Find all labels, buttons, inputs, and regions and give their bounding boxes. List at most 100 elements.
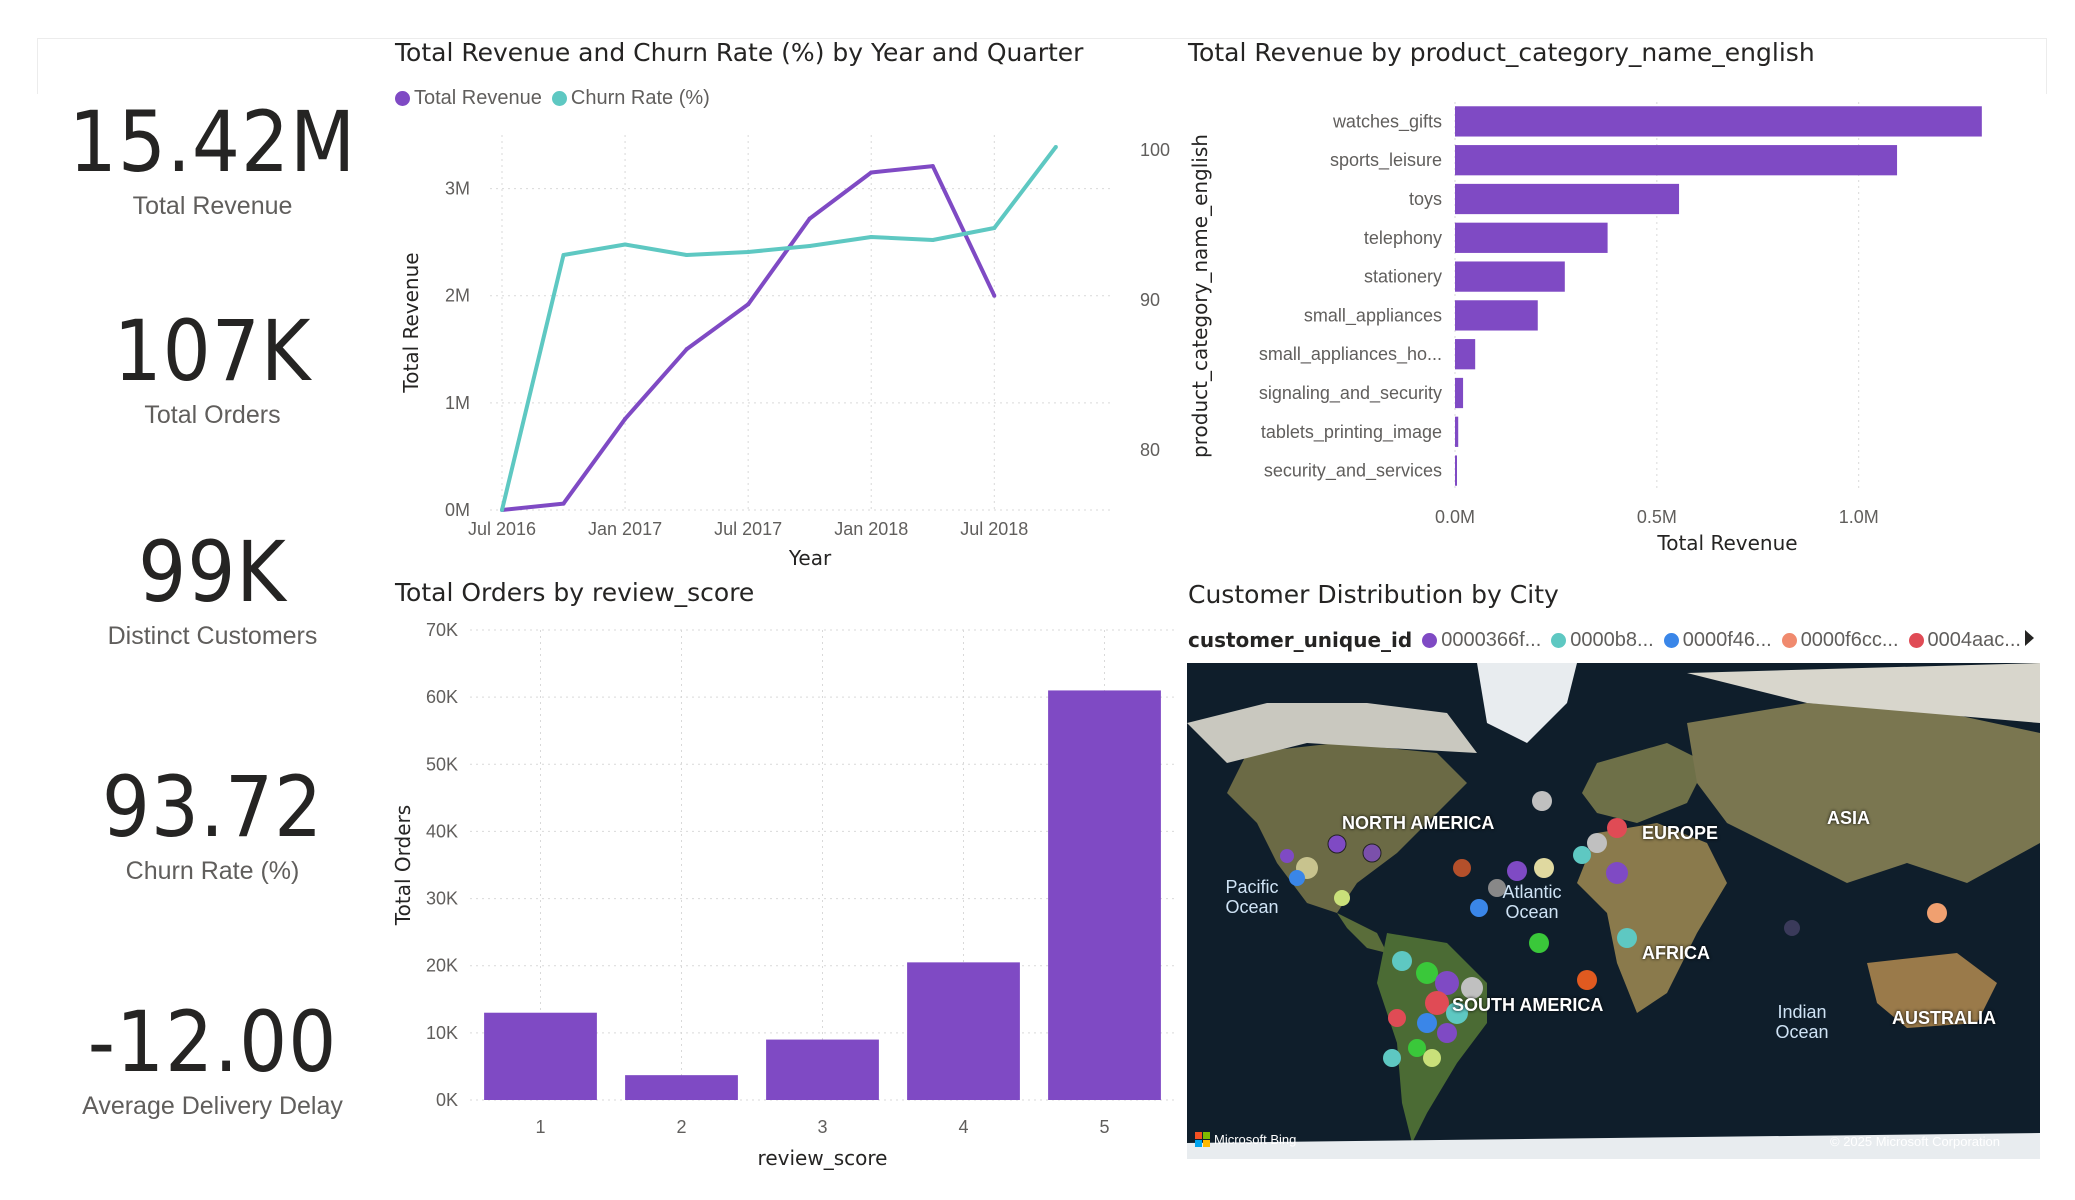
bar[interactable] xyxy=(1455,183,1680,215)
map-point[interactable] xyxy=(1784,920,1800,936)
kpi-average-delivery-delay[interactable]: -12.00 Average Delivery Delay xyxy=(40,1000,385,1121)
map-point[interactable] xyxy=(1417,1013,1437,1033)
map-point[interactable] xyxy=(1470,899,1488,917)
map-label-africa: AFRICA xyxy=(1642,943,1710,963)
y-axis-title: product_category_name_english xyxy=(1188,134,1212,458)
bar[interactable] xyxy=(1455,222,1608,253)
kpi-value: -12.00 xyxy=(87,993,338,1091)
map-legend-item[interactable]: 0000366f... xyxy=(1422,629,1541,652)
bar[interactable] xyxy=(484,1012,597,1100)
bar[interactable] xyxy=(1455,300,1538,331)
map-legend-item[interactable]: 0000f46... xyxy=(1663,628,1772,652)
legend-dot-icon xyxy=(1551,632,1567,648)
map-point[interactable] xyxy=(1362,843,1382,863)
bar[interactable] xyxy=(907,962,1020,1100)
bar[interactable] xyxy=(1455,416,1459,447)
map-point[interactable] xyxy=(1587,833,1607,853)
map-point[interactable] xyxy=(1435,971,1459,995)
map-point[interactable] xyxy=(1607,818,1627,838)
map-point[interactable] xyxy=(1408,1039,1426,1057)
map-point[interactable] xyxy=(1280,849,1294,863)
line-point xyxy=(869,170,874,175)
map-point[interactable] xyxy=(1289,870,1305,886)
kpi-churn-rate[interactable]: 93.72 Churn Rate (%) xyxy=(40,765,385,886)
map-point[interactable] xyxy=(1383,1049,1401,1067)
y-tick-label: 1M xyxy=(445,393,470,413)
map-point[interactable] xyxy=(1392,951,1412,971)
line-point xyxy=(746,302,751,307)
bar[interactable] xyxy=(1455,377,1464,409)
bar-chart-title: Total Revenue by product_category_name_e… xyxy=(1188,38,1815,67)
legend-dot-icon xyxy=(395,91,410,106)
bar[interactable] xyxy=(1455,261,1565,292)
map-point[interactable] xyxy=(1927,903,1947,923)
map-label-south-america: SOUTH AMERICA xyxy=(1452,995,1604,1015)
line-point xyxy=(807,244,812,248)
map-legend-title: customer_unique_id xyxy=(1188,628,1413,652)
x-tick-label: 2 xyxy=(676,1117,686,1137)
map-legend-item[interactable]: 0000b8... xyxy=(1551,628,1654,652)
map-point[interactable] xyxy=(1416,962,1438,984)
x-axis-title: review_score xyxy=(758,1146,888,1170)
y-tick-label: 0K xyxy=(436,1090,458,1110)
map-point[interactable] xyxy=(1617,928,1637,948)
review-score-chart[interactable]: 0K 10K 20K 30K 40K 50K 60K 70K 1 2 3 4 5 review_score… xyxy=(380,610,1180,1170)
bar[interactable] xyxy=(766,1039,879,1100)
bar[interactable] xyxy=(1455,145,1898,176)
map-point[interactable] xyxy=(1423,1049,1441,1067)
map-point[interactable] xyxy=(1453,859,1471,877)
kpi-total-orders[interactable]: 107K Total Orders xyxy=(40,309,385,430)
bing-brand: Microsoft Bing xyxy=(1195,1132,1296,1147)
bar[interactable] xyxy=(1048,690,1161,1100)
map-background xyxy=(1187,663,2040,1159)
map-ocean-pacific: Pacific Ocean xyxy=(1225,877,1279,917)
map-point[interactable] xyxy=(1388,1009,1406,1027)
x-tick-label: 4 xyxy=(958,1117,968,1137)
map-point[interactable] xyxy=(1334,890,1350,906)
legend-label: 0000f46... xyxy=(1682,628,1772,651)
x-axis-title: Total Revenue xyxy=(1656,531,1797,555)
map-point[interactable] xyxy=(1446,1002,1468,1024)
legend-dot-icon xyxy=(1422,632,1438,648)
y-tick-label: 40K xyxy=(426,821,458,841)
legend-item-churn-rate[interactable]: Churn Rate (%) xyxy=(551,87,710,110)
churn-rate-line xyxy=(500,145,1058,511)
legend-item-total-revenue[interactable]: Total Revenue xyxy=(395,87,542,110)
line-chart-title: Total Revenue and Churn Rate (%) by Year… xyxy=(395,38,1084,67)
bar[interactable] xyxy=(1455,106,1982,137)
line-point xyxy=(623,242,628,247)
map-point[interactable] xyxy=(1461,977,1483,999)
kpi-label: Churn Rate (%) xyxy=(125,857,300,885)
map-point[interactable] xyxy=(1488,879,1506,897)
map-legend-item[interactable]: 0004aac... xyxy=(1908,629,2021,652)
map-point[interactable] xyxy=(1573,846,1591,864)
category-label: toys xyxy=(1409,189,1442,209)
map-legend-item[interactable]: 0000f6cc... xyxy=(1781,629,1899,652)
legend-label: 0000b8... xyxy=(1570,628,1654,651)
map-point[interactable] xyxy=(1577,970,1597,990)
map-point[interactable] xyxy=(1534,858,1554,878)
map-point[interactable] xyxy=(1327,834,1347,854)
map-point[interactable] xyxy=(1425,991,1449,1015)
bar[interactable] xyxy=(1455,339,1476,370)
map-points xyxy=(1280,791,1947,1067)
customer-map[interactable]: NORTH AMERICA EUROPE ASIA AFRICA SOUTH A… xyxy=(1187,663,2040,1159)
map-point[interactable] xyxy=(1532,791,1552,811)
y2-tick-label: 100 xyxy=(1140,140,1170,160)
legend-next-arrow-icon[interactable] xyxy=(2025,630,2034,646)
line-point xyxy=(684,347,689,352)
bar[interactable] xyxy=(625,1075,738,1100)
map-point[interactable] xyxy=(1437,1023,1457,1043)
bar[interactable] xyxy=(1455,455,1457,486)
kpi-total-revenue[interactable]: 15.42M Total Revenue xyxy=(40,100,385,221)
category-revenue-chart[interactable]: 0.0M 0.5M 1.0M watches_gifts sports_leisuret… xyxy=(1180,90,2020,580)
map-point[interactable] xyxy=(1529,933,1549,953)
map-point[interactable] xyxy=(1606,862,1628,884)
line-point xyxy=(623,416,628,421)
kpi-distinct-customers[interactable]: 99K Distinct Customers xyxy=(40,530,385,651)
map-point[interactable] xyxy=(1507,861,1527,881)
line-chart[interactable]: 0M 1M 2M 3M 80 90 100 Jul 2016 Jan 2017 Jul 2017 J… xyxy=(380,110,1180,580)
line-point xyxy=(992,293,997,298)
line-chart-legend: Total Revenue Churn Rate (%) xyxy=(395,87,720,110)
x-tick-label: Jul 2017 xyxy=(714,519,782,539)
